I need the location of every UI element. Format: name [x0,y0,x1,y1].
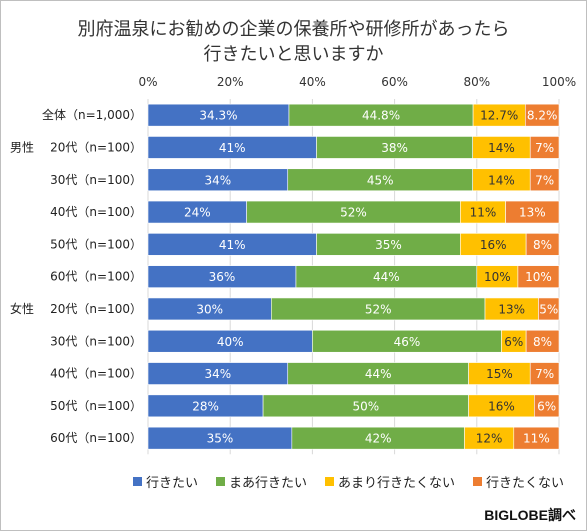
data-label-10-0: 35% [207,432,234,446]
data-label-9-3: 6% [537,399,556,413]
category-label-7: 30代（n=100） [50,334,142,348]
data-label-8-1: 44% [365,367,392,381]
x-tick-label-5: 100% [542,75,576,89]
bar-segment-10-3 [513,426,560,450]
legend-label-1: 行きたい [146,476,199,491]
data-label-3-3: 13% [519,206,546,220]
data-label-7-0: 40% [217,335,244,349]
category-label-6: 20代（n=100） [50,302,142,316]
data-label-6-2: 13% [498,302,525,316]
data-label-8-2: 15% [486,367,513,381]
category-label-10: 60代（n=100） [50,431,142,445]
data-label-5-3: 10% [525,270,552,284]
category-label-5: 60代（n=100） [50,270,142,284]
legend-label-3: あまり行きたくない [338,476,456,491]
source-credit: BIGLOBE調べ [484,507,576,523]
chart-title-line1: 別府温泉にお勧めの企業の保養所や研修所があったら [77,19,510,40]
data-label-0-1: 44.8% [362,109,400,123]
data-label-9-1: 50% [352,399,379,413]
bar-segment-8-3 [529,362,560,385]
data-label-0-2: 12.7% [480,109,518,123]
data-label-3-1: 52% [340,206,367,220]
data-label-5-1: 44% [373,270,400,284]
bar-segment-0-3 [524,103,560,127]
category-label-9: 50代（n=100） [50,399,142,413]
legend-swatch-2 [216,477,226,486]
x-tick-label-3: 60% [381,75,408,89]
data-label-4-1: 35% [375,238,402,252]
data-label-2-1: 45% [367,173,394,187]
chart-legend: 行きたい まあ行きたい あまり行きたくない 行きたくない [133,472,564,491]
bar-segment-5-3 [517,265,560,288]
bar-segment-9-3 [534,394,560,418]
data-label-0-3: 8.2% [527,109,558,123]
bar-segment-6-3 [538,297,560,321]
data-label-5-2: 10% [484,270,511,284]
category-label-2: 30代（n=100） [50,173,142,187]
data-label-4-2: 16% [480,238,507,252]
data-label-6-1: 52% [365,302,392,316]
chart-title-line2: 行きたいと思いますか [203,44,384,65]
bar-segment-4-3 [525,233,560,256]
data-label-2-0: 34% [205,173,232,187]
x-tick-label-4: 80% [463,75,490,89]
data-label-2-3: 7% [535,173,554,187]
data-label-7-2: 6% [504,335,523,349]
data-label-6-3: 5% [539,302,558,316]
x-tick-label-0: 0% [138,75,157,89]
data-label-4-3: 8% [533,238,552,252]
bar-segment-7-3 [525,329,560,353]
data-label-3-0: 24% [184,206,211,220]
bar-segment-3-3 [505,200,560,224]
data-label-3-2: 11% [470,206,497,220]
category-label-4: 50代（n=100） [50,237,142,251]
stacked-bar-chart: 0% 20% 40% 60% 80% 100% 全体（n=1,000） 34.3% 44.8% 1… [10,75,576,455]
data-label-2-2: 14% [488,173,515,187]
group-label-1: 男性 [10,140,34,154]
category-label-0: 全体（n=1,000） [42,107,142,122]
legend-label-4: 行きたくない [486,476,565,491]
data-label-1-3: 7% [535,141,554,155]
category-label-3: 40代（n=100） [50,205,142,219]
legend-swatch-3 [325,477,335,486]
data-label-1-0: 41% [219,141,246,155]
category-label-1: 20代（n=100） [50,140,142,154]
data-label-0-0: 34.3% [199,109,237,123]
data-label-1-1: 38% [381,141,408,155]
data-label-4-0: 41% [219,238,246,252]
bar-segment-1-3 [529,136,560,159]
legend-label-2: まあ行きたい [229,476,308,491]
legend-swatch-4 [473,477,483,486]
data-label-5-0: 36% [209,270,236,284]
legend-item-3: あまり行きたくない [325,472,455,491]
data-label-9-2: 16% [488,399,515,413]
legend-item-4: 行きたくない [473,472,564,491]
data-label-8-3: 7% [535,367,554,381]
data-label-10-3: 11% [523,432,550,446]
data-label-1-2: 14% [488,141,515,155]
data-label-9-0: 28% [192,399,219,413]
x-tick-label-2: 40% [299,75,326,89]
group-label-6: 女性 [10,301,34,316]
legend-item-1: 行きたい [133,472,198,491]
data-label-10-1: 42% [365,432,392,446]
legend-swatch-1 [133,477,142,486]
x-tick-label-1: 20% [217,75,244,89]
data-label-10-2: 12% [476,432,503,446]
bar-segment-2-3 [529,168,560,192]
data-label-6-0: 30% [196,302,223,316]
legend-item-2: まあ行きたい [216,472,307,491]
data-label-8-0: 34% [205,367,232,381]
category-label-8: 40代（n=100） [50,367,142,381]
data-label-7-1: 46% [394,335,421,349]
data-label-7-3: 8% [533,335,552,349]
